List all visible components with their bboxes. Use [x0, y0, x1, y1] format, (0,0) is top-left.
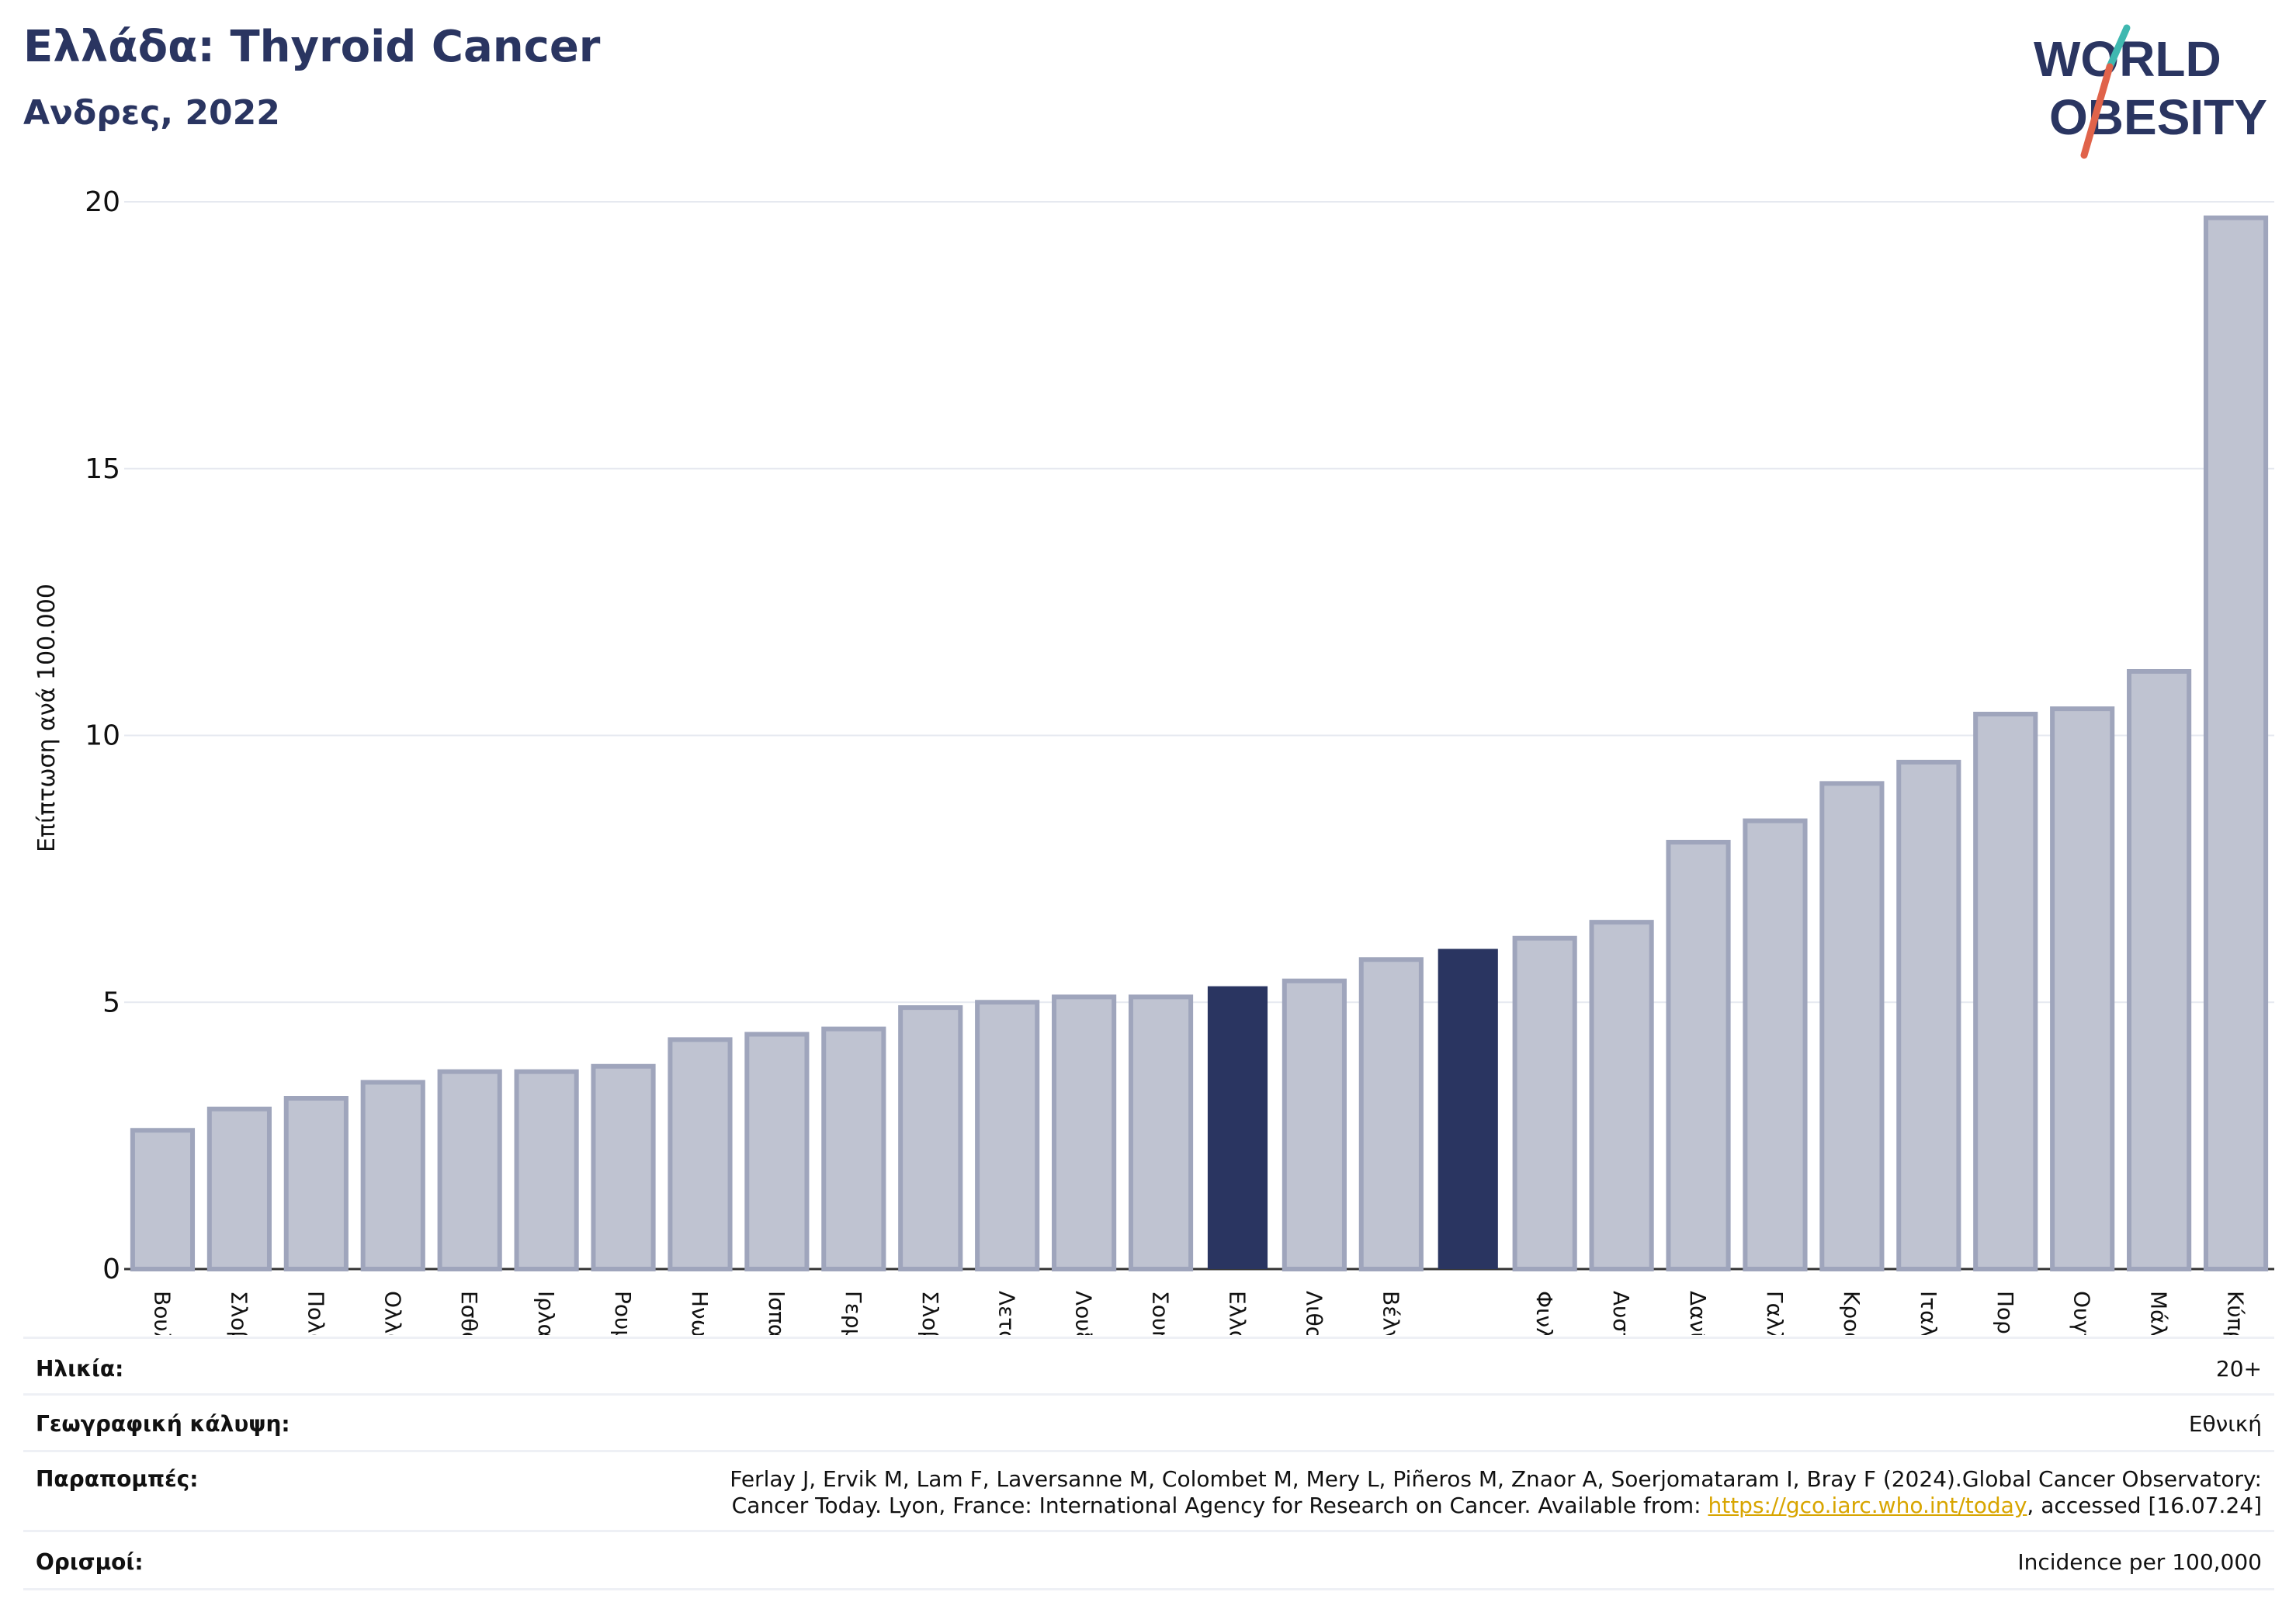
- references-value: Ferlay J, Ervik M, Lam F, Laversanne M, …: [730, 1466, 2262, 1519]
- world-obesity-logo: WORLD OBESITY: [2034, 24, 2267, 159]
- page-subtitle: Ανδρες, 2022: [23, 93, 280, 133]
- references-label: Παραπομπές:: [36, 1466, 199, 1492]
- x-tick-label: Βέλγιο: [1378, 1291, 1403, 1335]
- page-title: Ελλάδα: Thyroid Cancer: [23, 22, 601, 72]
- definitions-value: Incidence per 100,000: [2017, 1549, 2262, 1575]
- bar-Βουλγαρία: [130, 1128, 196, 1271]
- svg-text:OBESITY: OBESITY: [2049, 89, 2267, 145]
- references-link[interactable]: https://gco.iarc.who.int/today: [1708, 1493, 2027, 1518]
- x-tick-label: Αυστρία: [1608, 1291, 1634, 1335]
- x-tick-label: Μάλτα: [2146, 1291, 2172, 1335]
- coverage-label: Γεωγραφική κάλυψη:: [36, 1411, 290, 1437]
- metadata-table: Ηλικία: 20+ Γεωγραφική κάλυψη: Εθνική Πα…: [23, 1337, 2274, 1590]
- x-tick-label: Σουηδία: [1148, 1291, 1174, 1335]
- bar-Πολωνία: [283, 1096, 349, 1271]
- bar-Ελλάδα: [1207, 986, 1268, 1269]
- bar-Σουηδία: [1128, 994, 1194, 1271]
- bars: [130, 215, 2269, 1271]
- x-tick-label: Λετονία: [994, 1291, 1020, 1335]
- references-row: Παραπομπές: Ferlay J, Ervik M, Lam F, La…: [23, 1450, 2274, 1530]
- bar-Φινλανδία: [1512, 935, 1577, 1271]
- bar-Ιρλανδία: [514, 1069, 579, 1271]
- x-tick-label: Φινλανδία: [1531, 1291, 1557, 1335]
- y-axis-ticks: 0 5 10 15 20: [85, 186, 120, 1285]
- bar-Πορτογαλία: [1973, 712, 2038, 1271]
- bar-Λουξεμβούργο: [1052, 994, 1117, 1271]
- x-tick-label: Λιθουανία: [1301, 1291, 1327, 1335]
- references-accessed: , accessed [16.07.24]: [2027, 1493, 2262, 1518]
- bar-Ηνωμένο Βασίλειο: [668, 1037, 733, 1271]
- y-tick-label: 20: [85, 186, 120, 218]
- x-tick-label: Ιταλία: [1916, 1291, 1941, 1335]
- age-value: 20+: [2215, 1356, 2262, 1382]
- coverage-row: Γεωγραφική κάλυψη: Εθνική: [23, 1393, 2274, 1450]
- x-tick-label: Λουξεμβούργο: [1071, 1291, 1097, 1335]
- bar-chart: 0 5 10 15 20 Βουλγαρία Σλοβακία Πολωνία Ολλανδί…: [33, 186, 2274, 1335]
- bar-Δανία: [1666, 840, 1731, 1271]
- x-tick-label: Σλοβακία: [226, 1291, 251, 1335]
- svg-text:WORLD: WORLD: [2034, 31, 2221, 87]
- x-tick-label: Κροατία: [1839, 1291, 1864, 1335]
- references-text: Cancer Today. Lyon, France: Internationa…: [731, 1493, 1708, 1518]
- x-tick-label: Σλοβενία: [917, 1291, 943, 1335]
- bar-Λιθουανία: [1282, 978, 1347, 1271]
- x-tick-label: Ιρλανδία: [533, 1291, 559, 1335]
- bar-Κύπρος: [2203, 215, 2269, 1271]
- bar-Ολλανδία: [360, 1080, 425, 1271]
- bar-Εσθονία: [437, 1069, 502, 1271]
- bar-Λετονία: [975, 1000, 1040, 1271]
- x-tick-label: Εσθονία: [456, 1291, 482, 1335]
- x-tick-label: Βουλγαρία: [149, 1291, 175, 1335]
- bar-Αυστρία: [1589, 920, 1654, 1271]
- x-tick-label: Ουγγαρία: [2069, 1291, 2095, 1335]
- x-tick-label: Πορτογαλία: [1993, 1291, 2018, 1335]
- x-axis-ticks: Βουλγαρία Σλοβακία Πολωνία Ολλανδία Εσθονία Ι…: [149, 1291, 2248, 1335]
- references-line-2: Cancer Today. Lyon, France: Internationa…: [730, 1493, 2262, 1519]
- y-tick-label: 5: [102, 987, 120, 1018]
- x-tick-label: Ισπανία: [764, 1291, 789, 1335]
- x-tick-label: Ολλανδία: [380, 1291, 405, 1335]
- definitions-row: Ορισμοί: Incidence per 100,000: [23, 1530, 2274, 1590]
- bar-Βέλγιο: [1358, 957, 1424, 1271]
- bar-highlight: [1438, 948, 1498, 1269]
- x-tick-label: Πολωνία: [303, 1291, 328, 1335]
- x-tick-label: Κύπρος: [2223, 1291, 2249, 1335]
- x-tick-label: Ηνωμένο Βασίλειο: [687, 1291, 713, 1335]
- bar-Γαλλία: [1743, 818, 1808, 1271]
- coverage-value: Εθνική: [2188, 1411, 2262, 1437]
- bar-Ισπανία: [744, 1032, 810, 1271]
- x-tick-label: Γαλλία: [1762, 1291, 1788, 1335]
- x-tick-label: Ρουμανία: [610, 1291, 636, 1335]
- y-tick-label: 0: [102, 1254, 120, 1285]
- x-tick-label: Δανία: [1685, 1291, 1711, 1335]
- age-row: Ηλικία: 20+: [23, 1337, 2274, 1393]
- bar-Σλοβακία: [206, 1106, 272, 1271]
- bar-Μάλτα: [2127, 669, 2192, 1271]
- bar-Ρουμανία: [591, 1063, 656, 1271]
- x-tick-label: Ελλάδα: [1224, 1291, 1250, 1335]
- y-tick-label: 15: [85, 453, 120, 485]
- y-tick-label: 10: [85, 720, 120, 752]
- references-line-1: Ferlay J, Ervik M, Lam F, Laversanne M, …: [730, 1466, 2262, 1492]
- x-tick-label: Γερμανία: [841, 1291, 866, 1335]
- bar-Ιταλία: [1896, 759, 1961, 1271]
- bar-Ουγγαρία: [2050, 706, 2115, 1271]
- y-axis-label: Επίπτωση ανά 100.000: [33, 584, 61, 852]
- bar-Σλοβενία: [898, 1005, 963, 1271]
- bar-Γερμανία: [821, 1026, 886, 1271]
- age-label: Ηλικία:: [36, 1356, 124, 1382]
- definitions-label: Ορισμοί:: [36, 1549, 144, 1575]
- bar-Κροατία: [1819, 781, 1885, 1271]
